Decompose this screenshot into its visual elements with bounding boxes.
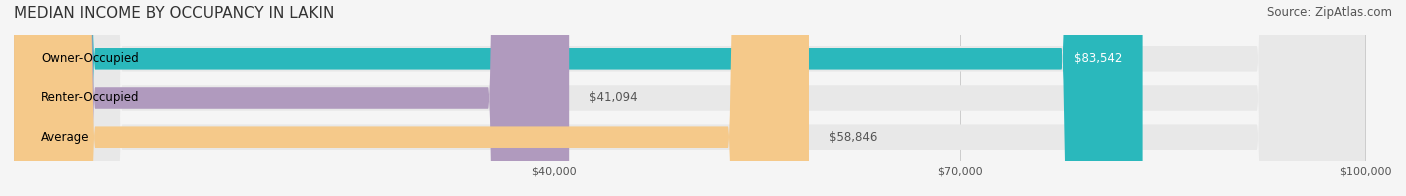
Text: $83,542: $83,542 bbox=[1074, 52, 1122, 65]
FancyBboxPatch shape bbox=[14, 0, 808, 196]
Text: $58,846: $58,846 bbox=[830, 131, 877, 144]
FancyBboxPatch shape bbox=[14, 0, 1365, 196]
Text: Renter-Occupied: Renter-Occupied bbox=[41, 92, 139, 104]
FancyBboxPatch shape bbox=[14, 0, 1365, 196]
Text: Average: Average bbox=[41, 131, 90, 144]
Text: MEDIAN INCOME BY OCCUPANCY IN LAKIN: MEDIAN INCOME BY OCCUPANCY IN LAKIN bbox=[14, 6, 335, 21]
FancyBboxPatch shape bbox=[14, 0, 1365, 196]
Text: Owner-Occupied: Owner-Occupied bbox=[41, 52, 139, 65]
Text: Source: ZipAtlas.com: Source: ZipAtlas.com bbox=[1267, 6, 1392, 19]
FancyBboxPatch shape bbox=[14, 0, 1143, 196]
Text: $41,094: $41,094 bbox=[589, 92, 638, 104]
FancyBboxPatch shape bbox=[14, 0, 569, 196]
